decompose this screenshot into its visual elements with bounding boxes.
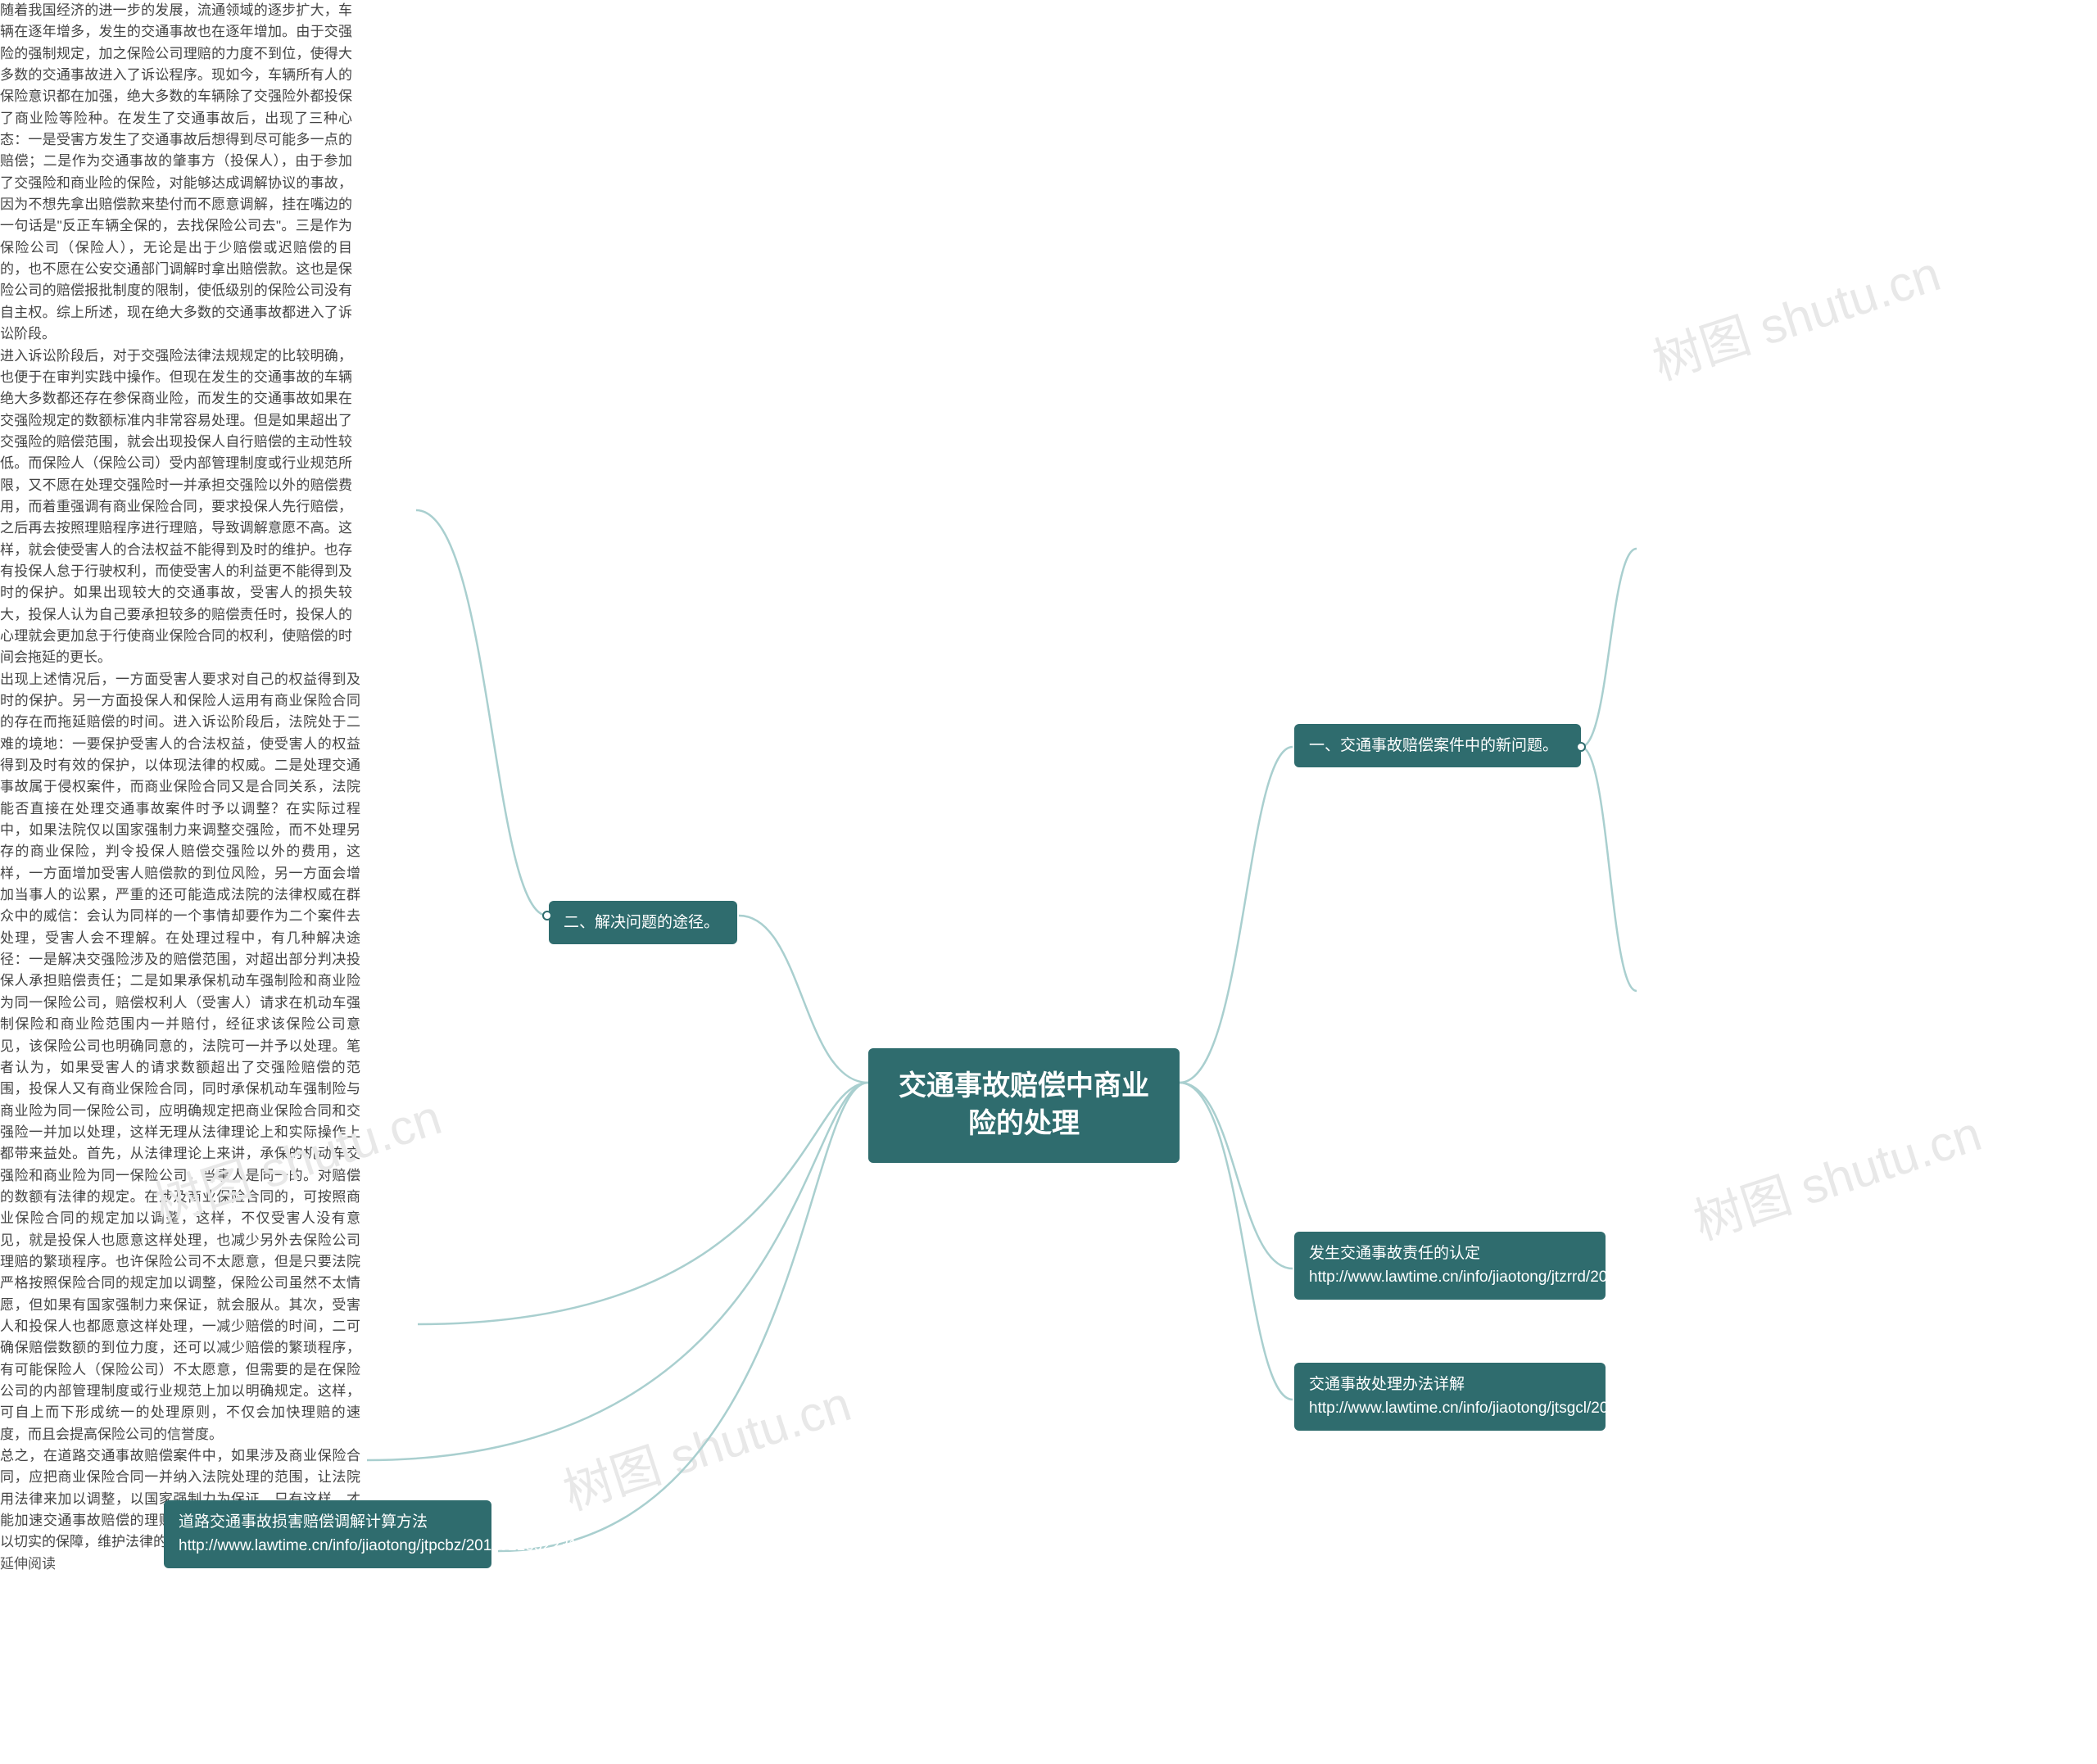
expand-handle[interactable] xyxy=(1576,742,1586,752)
watermark: 树图 shutu.cn xyxy=(553,1364,858,1524)
connector xyxy=(1581,549,1637,747)
leaf-l1-paragraph: 出现上述情况后，一方面受害人要求对自己的权益得到及时的保护。另一方面投保人和保险… xyxy=(0,669,360,1445)
connector xyxy=(1180,1083,1293,1269)
connector xyxy=(739,916,868,1083)
branch-l4-calc-link[interactable]: 道路交通事故损害赔偿调解计算方法http://www.lawtime.cn/in… xyxy=(164,1500,491,1568)
branch-r1-new-problems[interactable]: 一、交通事故赔偿案件中的新问题。 xyxy=(1294,724,1581,767)
branch-l1-solutions[interactable]: 二、解决问题的途径。 xyxy=(549,901,737,944)
expand-handle[interactable] xyxy=(542,911,552,920)
connector xyxy=(418,1083,868,1324)
connector xyxy=(367,1083,868,1460)
watermark: 树图 shutu.cn xyxy=(1642,234,1948,394)
connector xyxy=(498,1083,868,1551)
connector xyxy=(416,510,547,916)
leaf-r1-paragraph-1: 随着我国经济的进一步的发展，流通领域的逐步扩大，车辆在逐年增多，发生的交通事故也… xyxy=(0,0,352,346)
connector xyxy=(1180,747,1293,1083)
connector xyxy=(1581,747,1637,991)
leaf-r1-paragraph-2: 进入诉讼阶段后，对于交强险法律法规规定的比较明确，也便于在审判实践中操作。但现在… xyxy=(0,346,352,669)
branch-r3-handling-link[interactable]: 交通事故处理办法详解http://www.lawtime.cn/info/jia… xyxy=(1294,1363,1606,1431)
connector xyxy=(1180,1083,1293,1400)
leaf-l3-extended-reading: 延伸阅读 xyxy=(0,1554,98,1575)
watermark: 树图 shutu.cn xyxy=(1683,1094,1989,1254)
branch-r2-liability-link[interactable]: 发生交通事故责任的认定http://www.lawtime.cn/info/ji… xyxy=(1294,1232,1606,1300)
center-topic[interactable]: 交通事故赔偿中商业险的处理 xyxy=(868,1048,1180,1163)
